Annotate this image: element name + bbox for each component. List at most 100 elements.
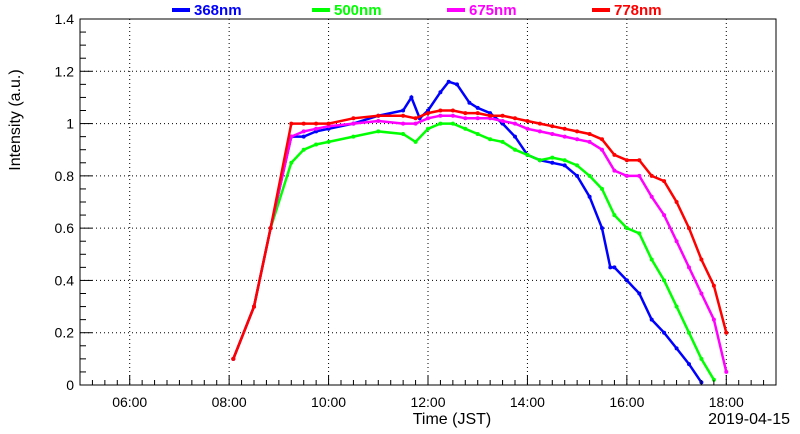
data-point xyxy=(513,134,517,139)
data-point xyxy=(674,346,679,351)
data-point xyxy=(450,121,455,126)
data-point xyxy=(475,105,480,110)
data-point xyxy=(289,134,294,139)
data-point xyxy=(674,304,679,309)
legend-label: 675nm xyxy=(469,2,517,19)
data-point xyxy=(438,108,443,113)
y-axis-label: Intensity (a.u.) xyxy=(7,69,24,170)
data-point xyxy=(475,111,480,116)
y-tick-label: 1.4 xyxy=(55,11,75,27)
data-point xyxy=(624,173,629,178)
data-point xyxy=(537,129,542,134)
data-point xyxy=(450,113,455,118)
data-point xyxy=(662,278,667,283)
data-point xyxy=(446,79,451,84)
data-point xyxy=(525,126,530,131)
data-point xyxy=(550,124,555,129)
data-point xyxy=(674,239,679,244)
y-tick-label: 1 xyxy=(66,116,74,132)
data-point xyxy=(600,147,604,152)
x-tick-label: 06:00 xyxy=(112,394,147,410)
data-point xyxy=(314,121,319,126)
x-tick-label: 12:00 xyxy=(410,394,445,410)
data-point xyxy=(587,132,592,136)
data-point xyxy=(575,129,580,134)
data-point xyxy=(687,265,691,270)
axis-ticks: 06:00 08:00 10:00 12:00 14:00 16:00 18:00 0 0.2 0… xyxy=(55,11,777,410)
y-tick-label: 0.8 xyxy=(55,168,75,184)
data-point xyxy=(687,362,691,367)
x-tick-label: 18:00 xyxy=(709,394,744,410)
legend: 368nm 500nm 675nm 778nm xyxy=(172,2,662,19)
data-point xyxy=(463,116,468,121)
data-point xyxy=(314,142,319,147)
legend-label: 368nm xyxy=(194,2,242,19)
data-point xyxy=(562,163,567,168)
y-tick-label: 0.6 xyxy=(55,220,75,236)
data-points xyxy=(231,79,729,385)
data-point xyxy=(401,132,406,136)
grid xyxy=(80,19,776,385)
data-point xyxy=(500,113,505,118)
data-point xyxy=(413,121,418,126)
data-point xyxy=(612,152,617,157)
data-point xyxy=(525,152,530,157)
date-label: 2019-04-15 xyxy=(708,411,790,428)
data-point xyxy=(376,119,381,123)
x-tick-label: 10:00 xyxy=(311,394,346,410)
data-point xyxy=(289,121,294,126)
series-line xyxy=(232,114,728,373)
data-point xyxy=(687,226,691,231)
data-point xyxy=(351,116,356,121)
data-point xyxy=(289,160,294,165)
data-point xyxy=(513,116,517,121)
data-point xyxy=(575,163,580,168)
data-point xyxy=(314,126,319,131)
data-point xyxy=(550,155,555,160)
data-point xyxy=(488,137,493,142)
data-point xyxy=(401,113,406,118)
data-point xyxy=(649,257,654,262)
data-point xyxy=(455,82,459,87)
data-point xyxy=(500,119,505,123)
data-point xyxy=(301,147,306,152)
data-point xyxy=(600,186,604,191)
data-point xyxy=(513,121,517,126)
data-point xyxy=(475,116,480,121)
data-point xyxy=(401,121,406,126)
data-point xyxy=(575,137,580,142)
data-point xyxy=(438,113,443,118)
data-point xyxy=(562,134,567,139)
y-tick-label: 0 xyxy=(66,377,74,393)
data-point xyxy=(301,129,306,134)
data-point xyxy=(662,330,667,335)
data-point xyxy=(488,113,493,118)
data-point xyxy=(637,158,642,163)
data-point xyxy=(699,356,704,361)
data-point xyxy=(252,304,256,309)
data-point xyxy=(575,173,580,178)
legend-label: 778nm xyxy=(614,2,662,19)
data-point xyxy=(587,194,592,199)
data-point xyxy=(649,194,654,199)
y-tick-label: 0.4 xyxy=(55,272,75,288)
data-point xyxy=(438,90,443,95)
data-point xyxy=(301,134,306,139)
data-point xyxy=(450,108,455,113)
data-point xyxy=(413,116,418,121)
data-point xyxy=(699,257,704,262)
data-point xyxy=(587,173,592,178)
data-point xyxy=(376,113,381,118)
data-point xyxy=(674,200,679,204)
data-point xyxy=(612,265,617,270)
data-point xyxy=(326,121,331,126)
data-point xyxy=(637,231,642,236)
data-point xyxy=(662,179,667,184)
data-point xyxy=(600,226,604,231)
data-point xyxy=(608,265,613,270)
data-point xyxy=(624,158,629,163)
data-point xyxy=(500,139,505,144)
data-point xyxy=(426,126,430,131)
